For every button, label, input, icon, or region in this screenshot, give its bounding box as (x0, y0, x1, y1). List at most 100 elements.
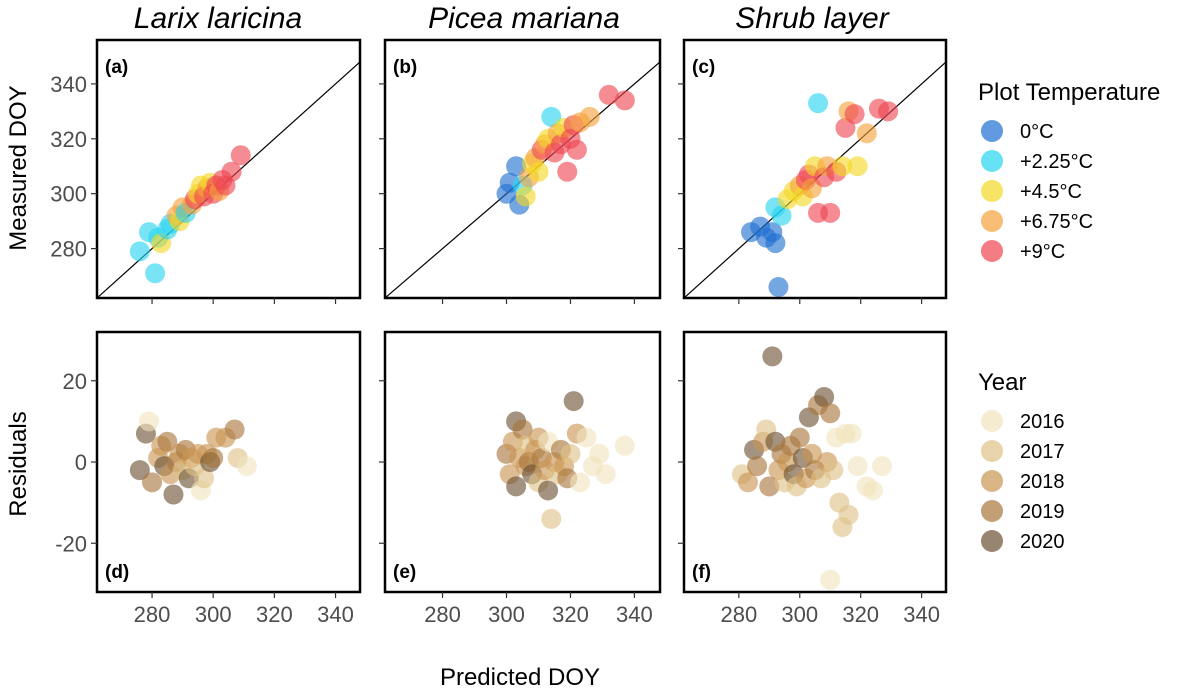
legend-label: +9°C (1020, 241, 1065, 263)
legend-plot-temperature: Plot Temperature 0°C +2.25°C +4.5°C +6.75°C… (978, 79, 1160, 263)
data-point (820, 403, 841, 424)
x-tick-label: 320 (842, 602, 879, 627)
data-point (878, 101, 899, 122)
panel-label: (e) (393, 562, 416, 583)
data-point (203, 447, 224, 468)
data-point (541, 508, 562, 529)
x-tick-label: 280 (720, 602, 757, 627)
column-title-shrub: Shrub layer (735, 2, 889, 35)
panel-b: (b) (383, 38, 662, 300)
plot-area (684, 332, 946, 592)
data-point (570, 472, 591, 493)
data-point (814, 387, 835, 407)
x-tick-label: 300 (781, 602, 818, 627)
panel-f: (f) (682, 330, 948, 594)
panel-label: (b) (393, 57, 417, 78)
data-point (230, 145, 251, 166)
y-tick-label: -20 (55, 531, 87, 556)
data-point (194, 468, 215, 489)
legend-label: 0°C (1020, 121, 1054, 143)
panel-e: (e) (383, 330, 662, 594)
legend-swatch (981, 180, 1003, 202)
data-point (872, 456, 893, 477)
x-tick-label: 300 (488, 602, 525, 627)
data-point (844, 104, 865, 125)
data-point (515, 186, 536, 207)
panel-border (682, 38, 948, 300)
panel-label: (f) (692, 562, 711, 583)
legend-swatch (981, 150, 1003, 172)
legend-swatch (981, 240, 1003, 262)
legend-label: 2016 (1020, 411, 1065, 433)
data-point (163, 484, 184, 505)
column-title-picea: Picea mariana (428, 2, 620, 35)
x-tick-label: 320 (256, 602, 293, 627)
data-point (236, 456, 257, 477)
data-point (563, 391, 584, 412)
data-point (566, 139, 587, 160)
data-point (129, 241, 150, 262)
data-point (737, 472, 758, 493)
y-tick-label: 0 (75, 450, 87, 475)
plot-area (97, 332, 360, 592)
legend-swatch (981, 210, 1003, 232)
legend-label: +6.75°C (1020, 211, 1093, 233)
legend-swatch (981, 410, 1003, 432)
plot-area (385, 40, 660, 298)
x-axis-title: Predicted DOY (440, 664, 600, 691)
data-point (838, 504, 859, 525)
data-point (560, 443, 581, 464)
panel-border (95, 38, 362, 300)
data-point (747, 456, 768, 477)
data-point (856, 123, 877, 144)
legend-swatch (981, 440, 1003, 462)
data-point (157, 431, 178, 452)
x-tick-label: 280 (424, 602, 461, 627)
plot-area (97, 40, 360, 298)
data-point (557, 161, 578, 182)
x-tick-label: 340 (317, 602, 354, 627)
data-point (832, 156, 853, 177)
legend-label: 2020 (1020, 531, 1065, 553)
legend-label: +4.5°C (1020, 181, 1082, 203)
data-point (759, 476, 780, 497)
data-point (528, 161, 549, 182)
legend-swatch (981, 470, 1003, 492)
panel-label: (c) (692, 57, 715, 78)
data-point (841, 423, 862, 444)
legend-label: +2.25°C (1020, 151, 1093, 173)
y-tick-label: 300 (50, 182, 87, 207)
data-point (595, 464, 616, 485)
data-point (762, 346, 783, 367)
y-tick-label: 340 (50, 72, 87, 97)
y-tick-label: 20 (63, 369, 87, 394)
data-point (789, 427, 810, 448)
data-point (589, 443, 610, 464)
legend-label: 2019 (1020, 501, 1065, 523)
data-point (847, 156, 868, 177)
data-point (579, 106, 600, 127)
data-point (138, 411, 159, 432)
axis-ticks: 280 300 320 340 280 300 320 340 -20 0 20 280 300 320 3… (50, 72, 940, 627)
x-tick-label: 320 (552, 602, 589, 627)
data-point (847, 456, 868, 477)
data-point (801, 443, 822, 464)
legend-swatch (981, 500, 1003, 522)
data-point (768, 277, 789, 298)
data-point (224, 419, 245, 440)
panel-a: (a) (95, 38, 362, 300)
x-tick-label: 340 (616, 602, 653, 627)
data-point (765, 233, 786, 254)
y-axis-title-top: Measured DOY (5, 85, 32, 250)
panel-label: (d) (105, 562, 129, 583)
data-point (614, 435, 635, 456)
panel-c: (c) (682, 38, 948, 300)
data-point (598, 84, 619, 105)
legend-year-title: Year (978, 369, 1027, 396)
legend-swatch (981, 530, 1003, 552)
data-point (823, 460, 844, 481)
data-point (614, 90, 635, 111)
data-point (771, 205, 792, 226)
data-point (512, 419, 533, 440)
